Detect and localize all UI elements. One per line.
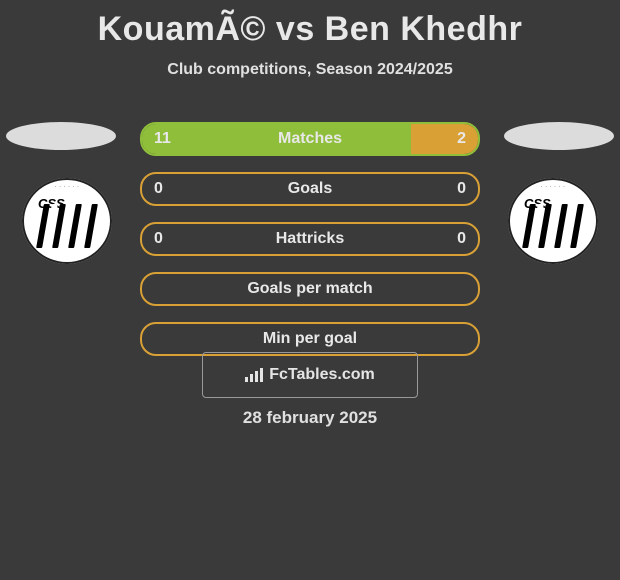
- stat-label: Min per goal: [142, 330, 478, 348]
- crest-arc-text: · · · · · ·: [34, 184, 100, 190]
- stat-label: Goals: [142, 180, 478, 198]
- stat-label: Hattricks: [142, 230, 478, 248]
- stat-bar: 0Hattricks0: [140, 222, 480, 256]
- bar-chart-icon: [245, 368, 263, 382]
- watermark-text: FcTables.com: [269, 366, 375, 384]
- page-title: KouamÃ© vs Ben Khedhr: [0, 0, 620, 49]
- stat-right-value: 0: [457, 180, 466, 198]
- club-crest-right: · · · · · · CSS: [508, 178, 598, 264]
- stat-label: Goals per match: [142, 280, 478, 298]
- date-label: 28 february 2025: [0, 408, 620, 428]
- stat-label: Matches: [142, 130, 478, 148]
- watermark: FcTables.com: [202, 352, 418, 398]
- stat-bar: Goals per match: [140, 272, 480, 306]
- stat-bar: Min per goal: [140, 322, 480, 356]
- club-crest-left: · · · · · · CSS: [22, 178, 112, 264]
- subtitle: Club competitions, Season 2024/2025: [0, 61, 620, 79]
- player-photo-right: [504, 122, 614, 150]
- comparison-card: KouamÃ© vs Ben Khedhr Club competitions,…: [0, 0, 620, 580]
- stat-left-value: 11: [154, 130, 171, 148]
- crest-arc-text: · · · · · ·: [520, 184, 586, 190]
- stat-right-value: 0: [457, 230, 466, 248]
- stat-right-value: 2: [457, 130, 466, 148]
- stat-bar: 11Matches2: [140, 122, 480, 156]
- stat-left-value: 0: [154, 230, 163, 248]
- player-photo-left: [6, 122, 116, 150]
- stat-bar: 0Goals0: [140, 172, 480, 206]
- stat-bars: 11Matches20Goals00Hattricks0Goals per ma…: [140, 122, 480, 372]
- stat-left-value: 0: [154, 180, 163, 198]
